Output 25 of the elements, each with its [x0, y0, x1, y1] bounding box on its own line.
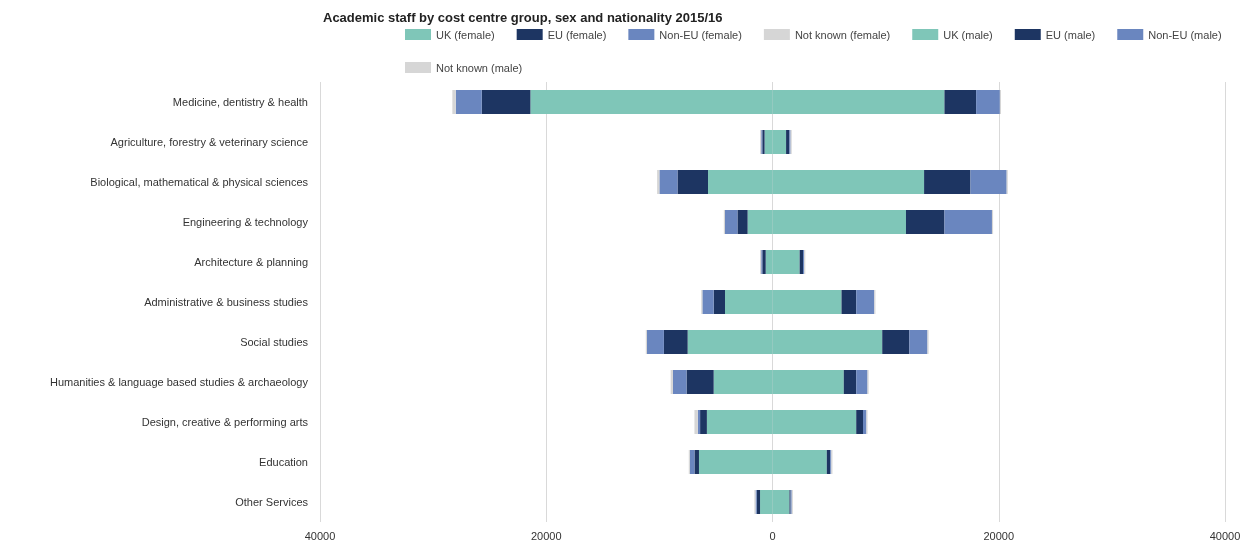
y-tick-label: Agriculture, forestry & veterinary science	[110, 136, 308, 148]
y-tick-label: Education	[259, 456, 308, 468]
chart-title: Academic staff by cost centre group, sex and nationality 2015/16	[323, 10, 723, 25]
legend-label: UK (male)	[943, 28, 993, 41]
x-tick-label: 40000	[304, 529, 336, 542]
y-tick-label: Humanities & language based studies & archaeology	[49, 376, 309, 388]
legend-label: Non-EU (female)	[659, 28, 742, 41]
y-tick-label: Social studies	[240, 336, 309, 348]
y-tick-label: Engineering & technology	[182, 216, 309, 228]
y-tick-label: Design, creative & performing arts	[141, 416, 309, 428]
legend-label: EU (female)	[547, 28, 607, 41]
legend-label: Non-EU (male)	[1148, 28, 1222, 41]
y-tick-label: Administrative & business studies	[144, 296, 309, 308]
y-tick-label: Medicine, dentistry & health	[172, 96, 308, 108]
x-tick-label: 0	[769, 529, 776, 542]
legend-label: EU (male)	[1045, 28, 1096, 41]
x-tick-label: 20000	[983, 529, 1015, 542]
x-tick-label: 20000	[530, 529, 562, 542]
y-tick-label: Biological, mathematical & physical sciences	[90, 176, 309, 188]
y-tick-label: Other Services	[235, 496, 309, 508]
legend-label: Not known (male)	[436, 61, 523, 74]
legend-label: UK (female)	[436, 28, 495, 41]
legend-label: Not known (female)	[794, 28, 891, 41]
y-tick-label: Architecture & planning	[194, 256, 308, 268]
x-tick-label: 40000	[1209, 529, 1241, 542]
